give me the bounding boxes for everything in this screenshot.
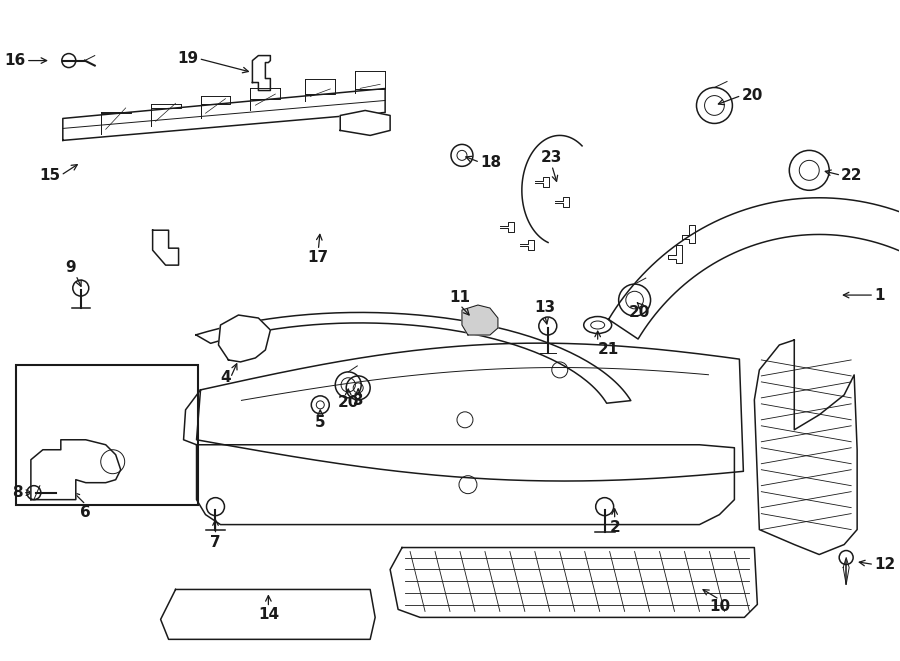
Text: 18: 18: [480, 155, 501, 170]
Text: 16: 16: [4, 53, 26, 68]
Text: 23: 23: [541, 150, 562, 165]
Polygon shape: [219, 315, 270, 362]
Polygon shape: [462, 305, 498, 335]
Polygon shape: [608, 198, 900, 424]
Text: 8: 8: [13, 485, 22, 500]
Text: 14: 14: [257, 607, 279, 623]
Text: 11: 11: [449, 290, 471, 305]
Text: 9: 9: [65, 260, 76, 275]
Text: 17: 17: [308, 250, 328, 265]
Polygon shape: [196, 343, 743, 481]
Text: 5: 5: [315, 415, 326, 430]
Text: 20: 20: [742, 88, 763, 103]
Text: 13: 13: [535, 300, 555, 315]
Bar: [16, 365, 197, 504]
Polygon shape: [196, 445, 734, 525]
Polygon shape: [153, 230, 178, 265]
Polygon shape: [754, 340, 857, 555]
Text: 6: 6: [80, 504, 91, 520]
Text: 19: 19: [177, 51, 199, 66]
Polygon shape: [196, 313, 631, 403]
Text: 10: 10: [709, 600, 730, 615]
Polygon shape: [63, 89, 385, 140]
Polygon shape: [252, 56, 270, 91]
Text: 2: 2: [609, 520, 620, 535]
Text: 21: 21: [598, 342, 619, 357]
Text: 15: 15: [40, 168, 61, 183]
Text: 20: 20: [338, 395, 359, 410]
Polygon shape: [340, 110, 390, 136]
Polygon shape: [31, 440, 121, 500]
Text: 4: 4: [220, 370, 230, 385]
Text: 3: 3: [353, 393, 364, 408]
Polygon shape: [160, 590, 375, 639]
Text: 12: 12: [874, 557, 896, 572]
Text: 7: 7: [211, 535, 220, 549]
Polygon shape: [390, 547, 758, 617]
Text: 1: 1: [874, 288, 885, 303]
Text: 22: 22: [842, 168, 863, 183]
Text: 20: 20: [629, 305, 651, 320]
